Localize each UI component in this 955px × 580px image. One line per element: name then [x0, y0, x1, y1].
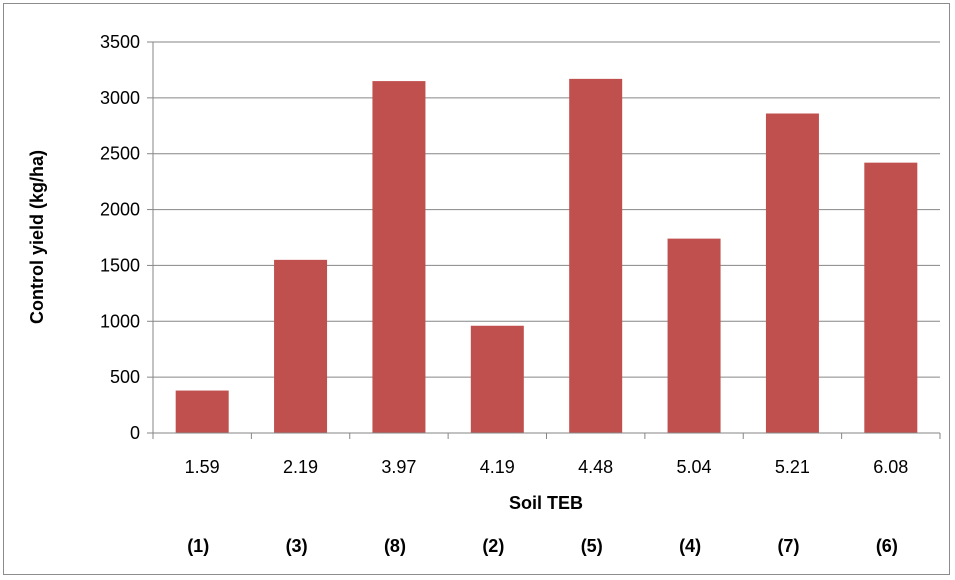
bar [569, 78, 623, 433]
y-tick-label: 3500 [100, 32, 140, 52]
gridlines [153, 41, 940, 378]
x-tick-label: 2.19 [283, 457, 318, 477]
y-tick-label: 2500 [100, 144, 140, 164]
bar [175, 390, 229, 433]
y-tick-label: 1500 [100, 255, 140, 275]
y-tick-label: 2000 [100, 200, 140, 220]
site-label: (4) [679, 536, 701, 556]
site-label: (3) [286, 536, 308, 556]
bar [372, 81, 426, 433]
site-label: (6) [876, 536, 898, 556]
x-tick-labels: 1.59 2.19 3.97 4.19 4.48 5.04 5.21 6.08 [185, 457, 909, 477]
y-tick-label: 3000 [100, 88, 140, 108]
x-tick-label: 5.04 [677, 457, 712, 477]
site-label: (7) [777, 536, 799, 556]
x-tick-label: 4.48 [578, 457, 613, 477]
bars [175, 78, 918, 434]
x-tick-label: 6.08 [873, 457, 908, 477]
site-label: (1) [187, 536, 209, 556]
y-tick-labels: 0 500 1000 1500 2000 2500 3000 3500 [100, 32, 140, 443]
x-tick-label: 4.19 [480, 457, 515, 477]
y-tick-label: 500 [110, 367, 140, 387]
y-tick-label: 0 [130, 423, 140, 443]
x-axis-title: Soil TEB [509, 493, 583, 513]
site-labels: (1) (3) (8) (2) (5) (4) (7) (6) [187, 536, 898, 556]
y-tick-label: 1000 [100, 311, 140, 331]
x-tick-label: 5.21 [775, 457, 810, 477]
y-axis-title: Control yield (kg/ha) [27, 150, 47, 324]
site-label: (5) [581, 536, 603, 556]
site-label: (2) [482, 536, 504, 556]
bar [667, 238, 721, 433]
axes [147, 41, 941, 439]
x-tick-label: 3.97 [381, 457, 416, 477]
site-label: (8) [384, 536, 406, 556]
bar [470, 325, 524, 433]
bar [864, 162, 918, 433]
bar [274, 259, 328, 433]
x-tick-label: 1.59 [185, 457, 220, 477]
bar [765, 113, 819, 434]
